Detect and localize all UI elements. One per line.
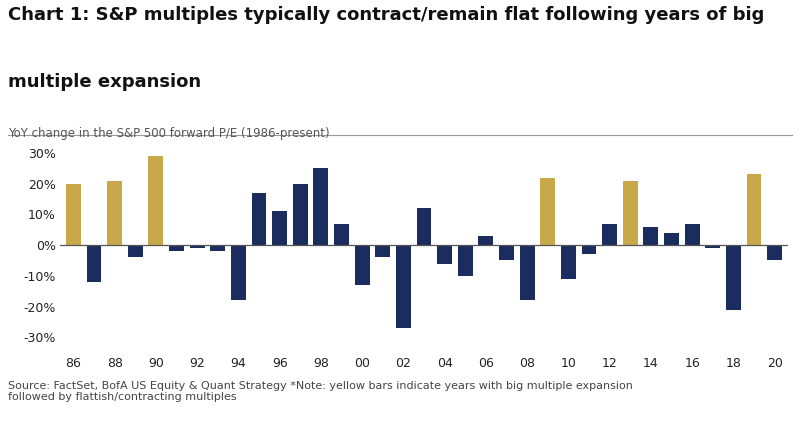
Bar xyxy=(499,245,514,261)
Bar xyxy=(623,181,638,245)
Bar xyxy=(746,175,762,245)
Bar xyxy=(602,224,617,245)
Bar xyxy=(417,208,431,245)
Bar xyxy=(540,178,555,245)
Bar xyxy=(169,245,184,251)
Bar xyxy=(86,245,102,282)
Bar xyxy=(664,233,679,245)
Bar xyxy=(706,245,720,248)
Bar xyxy=(437,245,452,264)
Bar xyxy=(726,245,741,310)
Bar xyxy=(231,245,246,301)
Bar xyxy=(767,245,782,261)
Bar xyxy=(272,211,287,245)
Bar xyxy=(354,245,370,285)
Bar xyxy=(396,245,411,328)
Bar xyxy=(334,224,349,245)
Bar xyxy=(293,184,308,245)
Text: multiple expansion: multiple expansion xyxy=(8,73,201,91)
Bar xyxy=(314,168,328,245)
Bar xyxy=(190,245,205,248)
Bar xyxy=(582,245,597,254)
Bar xyxy=(251,193,266,245)
Bar xyxy=(478,236,494,245)
Text: YoY change in the S&P 500 forward P/E (1986-present): YoY change in the S&P 500 forward P/E (1… xyxy=(8,127,330,140)
Bar xyxy=(643,227,658,245)
Bar xyxy=(561,245,576,279)
Bar xyxy=(149,156,163,245)
Bar xyxy=(458,245,473,276)
Bar xyxy=(375,245,390,258)
Bar xyxy=(685,224,699,245)
Text: Source: FactSet, BofA US Equity & Quant Strategy *Note: yellow bars indicate yea: Source: FactSet, BofA US Equity & Quant … xyxy=(8,381,633,402)
Bar xyxy=(520,245,534,301)
Bar xyxy=(128,245,142,258)
Bar xyxy=(107,181,122,245)
Bar xyxy=(66,184,81,245)
Bar xyxy=(210,245,225,251)
Text: Chart 1: S&P multiples typically contract/remain flat following years of big: Chart 1: S&P multiples typically contrac… xyxy=(8,6,764,25)
